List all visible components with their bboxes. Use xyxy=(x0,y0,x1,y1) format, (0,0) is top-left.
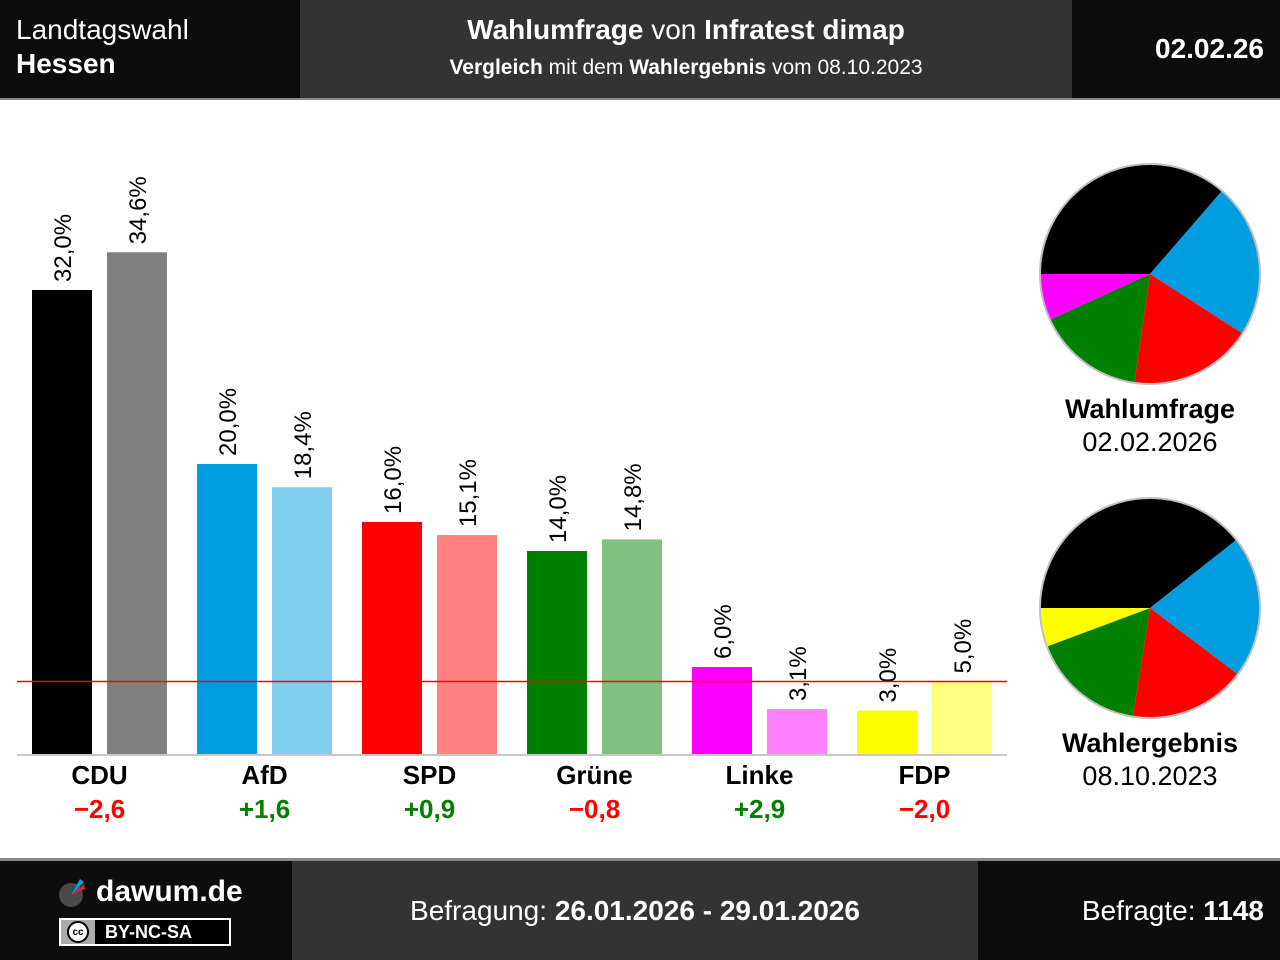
bar-cdu-poll xyxy=(32,290,92,754)
subtitle-connector: mit dem xyxy=(542,56,630,79)
pie-result-outline xyxy=(1039,497,1261,719)
bar-afd-poll xyxy=(197,464,257,754)
header: Landtagswahl Hessen Wahlumfrage von Infr… xyxy=(0,0,1280,100)
value-label-fdp-poll: 3,0% xyxy=(875,648,902,703)
pie-date-poll: 02.02.2026 xyxy=(1082,427,1218,457)
pie-poll-slice-linke xyxy=(1040,274,1150,320)
difference-label-afd: +1,6 xyxy=(239,794,290,824)
cc-icon-text: cc xyxy=(67,921,89,943)
license-badge[interactable]: cc BY-NC-SA xyxy=(59,918,231,946)
difference-label-fdp: −2,0 xyxy=(899,794,950,824)
category-label-afd: AfD xyxy=(241,760,287,790)
value-label-linke-poll: 6,0% xyxy=(710,604,737,659)
value-label-spd-poll: 16,0% xyxy=(380,446,407,514)
page-title: Wahlumfrage von Infratest dimap xyxy=(300,13,1072,47)
header-date: 02.02.26 xyxy=(1072,0,1280,98)
value-label-spd-result: 15,1% xyxy=(455,459,482,527)
footer: dawum.de cc BY-NC-SA Befragung: 26.01.20… xyxy=(0,858,1280,960)
pie-date-result: 08.10.2023 xyxy=(1082,761,1218,791)
survey-period: Befragung: 26.01.2026 - 29.01.2026 xyxy=(292,861,978,960)
category-label-gruene: Grüne xyxy=(556,760,633,790)
header-election: Landtagswahl Hessen xyxy=(0,0,300,98)
respondents-label: Befragte: xyxy=(1081,895,1204,926)
category-label-linke: Linke xyxy=(726,760,794,790)
value-label-linke-result: 3,1% xyxy=(785,646,812,701)
pie-result-slice-gruene xyxy=(1046,608,1150,717)
header-title-block: Wahlumfrage von Infratest dimap Vergleic… xyxy=(300,0,1072,98)
pie-poll-outline xyxy=(1039,163,1261,385)
difference-label-cdu: −2,6 xyxy=(74,794,125,824)
bar-spd-poll xyxy=(362,522,422,754)
site-logo[interactable]: dawum.de xyxy=(58,875,243,909)
survey-period-label: Befragung: xyxy=(410,895,555,926)
difference-label-linke: +2,9 xyxy=(734,794,785,824)
respondents-value: 1148 xyxy=(1203,895,1264,926)
bar-linke-result xyxy=(767,709,827,754)
value-label-gruene-result: 14,8% xyxy=(620,463,647,531)
value-label-fdp-result: 5,0% xyxy=(950,619,977,674)
bar-fdp-result xyxy=(932,681,992,754)
title-institute: Infratest dimap xyxy=(704,14,905,45)
bar-gruene-poll xyxy=(527,551,587,754)
pie-poll-slice-afd xyxy=(1150,190,1260,334)
bar-gruene-result xyxy=(602,539,662,754)
category-label-cdu: CDU xyxy=(71,760,127,790)
page-subtitle: Vergleich mit dem Wahlergebnis vom 08.10… xyxy=(300,53,1072,83)
value-label-cdu-poll: 32,0% xyxy=(50,214,77,282)
footer-branding: dawum.de cc BY-NC-SA xyxy=(0,861,292,960)
value-label-afd-result: 18,4% xyxy=(290,411,317,479)
pie-result-slice-fdp xyxy=(1040,608,1150,647)
value-label-afd-poll: 20,0% xyxy=(215,388,242,456)
pie-poll-slice-cdu xyxy=(1040,164,1223,274)
pie-title-poll: Wahlumfrage xyxy=(1064,394,1235,424)
subtitle-result: Wahlergebnis xyxy=(629,56,767,79)
value-label-cdu-result: 34,6% xyxy=(125,176,152,244)
pie-poll-slice-spd xyxy=(1134,274,1243,384)
pie-poll-slice-gruene xyxy=(1049,274,1150,383)
title-poll: Wahlumfrage xyxy=(467,14,644,45)
respondents: Befragte: 1148 xyxy=(978,861,1280,960)
bar-afd-result xyxy=(272,487,332,754)
difference-label-spd: +0,9 xyxy=(404,794,455,824)
bar-spd-result xyxy=(437,535,497,754)
title-connector: von xyxy=(643,14,705,45)
category-label-spd: SPD xyxy=(403,760,456,790)
pie-caption-result: Wahlergebnis 08.10.2023 xyxy=(1030,727,1270,793)
pie-caption-poll: Wahlumfrage 02.02.2026 xyxy=(1030,393,1270,459)
site-name: dawum.de xyxy=(96,875,243,908)
pie-title-result: Wahlergebnis xyxy=(1061,728,1239,758)
chart-area: 32,0% 34,6% CDU −2,6 20,0% 18,4% AfD +1,6 16,0% 1… xyxy=(17,163,1261,824)
value-label-gruene-poll: 14,0% xyxy=(545,475,572,543)
bar-linke-poll xyxy=(692,667,752,754)
license-text: BY-NC-SA xyxy=(105,921,193,942)
bar-fdp-poll xyxy=(857,710,917,754)
difference-label-gruene: −0,8 xyxy=(569,794,620,824)
dawum-logo-icon xyxy=(59,879,85,907)
pie-result-slice-spd xyxy=(1132,608,1238,719)
subtitle-compare: Vergleich xyxy=(449,56,543,79)
category-label-fdp: FDP xyxy=(899,760,951,790)
election-type: Landtagswahl xyxy=(16,14,189,45)
cc-icon: cc xyxy=(61,920,95,944)
subtitle-date: vom 08.10.2023 xyxy=(766,56,923,79)
pie-result-slice-cdu xyxy=(1040,498,1237,608)
state-name: Hessen xyxy=(16,48,116,79)
survey-period-value: 26.01.2026 - 29.01.2026 xyxy=(554,895,860,926)
bar-cdu-result xyxy=(107,252,167,755)
pie-result-slice-afd xyxy=(1150,539,1260,675)
